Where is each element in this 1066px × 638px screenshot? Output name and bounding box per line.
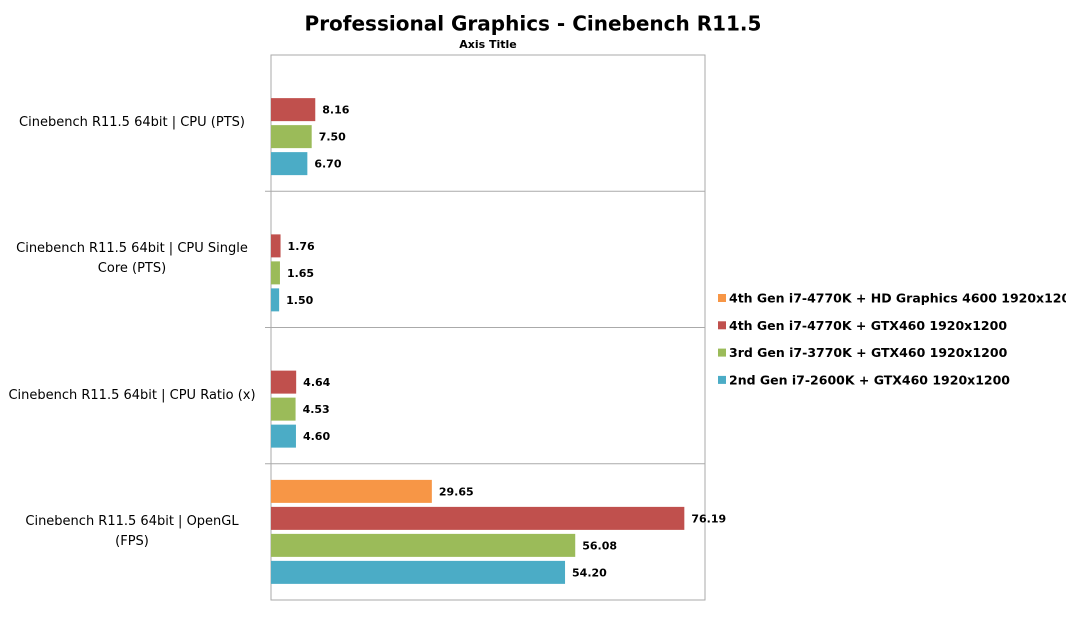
bar — [271, 479, 432, 503]
bar — [271, 424, 296, 448]
data-label: 1.76 — [288, 240, 315, 253]
data-label: 1.65 — [287, 267, 314, 280]
y-tick-label: Cinebench R11.5 64bit | OpenGL (FPS) — [25, 513, 239, 549]
legend-swatch — [718, 375, 726, 384]
legend-swatch — [718, 348, 726, 357]
bar — [271, 506, 685, 530]
data-label: 4.64 — [303, 376, 330, 389]
data-label: 56.08 — [582, 539, 617, 552]
data-label: 54.20 — [572, 566, 607, 579]
bar — [271, 370, 297, 394]
axis-title: Axis Title — [459, 38, 517, 51]
legend-swatch — [718, 294, 726, 302]
legend-swatch — [718, 321, 726, 330]
bar — [271, 560, 566, 584]
data-label: 29.65 — [439, 485, 474, 498]
data-label: 1.50 — [286, 294, 313, 307]
legend-label: 4th Gen i7-4770K + GTX460 1920x1200 — [729, 318, 1007, 333]
bar — [271, 533, 576, 557]
data-label: 4.53 — [303, 403, 330, 416]
y-tick-label: Cinebench R11.5 64bit | CPU Ratio (x) — [8, 387, 256, 403]
legend-label: 4th Gen i7-4770K + HD Graphics 4600 1920… — [729, 291, 1066, 306]
legend-label: 3rd Gen i7-3770K + GTX460 1920x1200 — [729, 345, 1008, 360]
chart-title: Professional Graphics - Cinebench R11.5 — [305, 12, 762, 36]
legend-label: 2nd Gen i7-2600K + GTX460 1920x1200 — [729, 372, 1010, 387]
bar — [271, 397, 296, 421]
bar — [271, 288, 280, 312]
bar — [271, 125, 312, 149]
data-label: 4.60 — [303, 430, 330, 443]
bar — [271, 234, 281, 258]
bar — [271, 152, 308, 176]
data-label: 7.50 — [319, 131, 346, 144]
data-label: 6.70 — [314, 158, 341, 171]
bar — [271, 98, 316, 122]
bar — [271, 261, 280, 285]
data-label: 76.19 — [691, 512, 726, 525]
y-tick-label: Cinebench R11.5 64bit | CPU Single Core … — [16, 241, 248, 277]
y-tick-label: Cinebench R11.5 64bit | CPU (PTS) — [19, 115, 245, 131]
data-label: 8.16 — [322, 104, 349, 117]
